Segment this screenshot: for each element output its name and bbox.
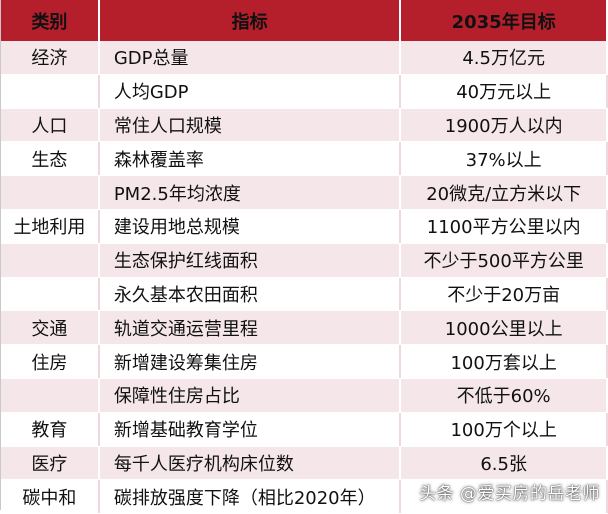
indicator-cell: 生态保护红线面积 <box>100 243 402 277</box>
target-cell: 1900万人以内 <box>401 108 608 142</box>
indicator-cell: 轨道交通运营里程 <box>100 311 402 345</box>
category-cell <box>1 176 100 209</box>
header-indicator: 指标 <box>100 0 402 41</box>
target-cell: 6.5张 <box>401 446 608 480</box>
table-row: PM2.5年均浓度 20微克/立方米以下 <box>1 176 608 210</box>
indicator-cell: PM2.5年均浓度 <box>100 176 402 209</box>
header-target: 2035年目标 <box>401 0 608 41</box>
target-cell <box>401 480 608 514</box>
target-cell: 100万个以上 <box>401 412 608 446</box>
table-row: 人均GDP 40万元以上 <box>1 74 608 109</box>
table-row: 交通 轨道交通运营里程 1000公里以上 <box>1 311 608 346</box>
category-cell <box>1 74 100 108</box>
category-cell: 生态 <box>1 142 100 176</box>
target-cell: 不少于20万亩 <box>401 277 608 311</box>
table-row: 经济 GDP总量 4.5万亿元 <box>1 41 608 75</box>
table-row: 住房 新增建设筹集住房 100万套以上 <box>1 345 608 379</box>
indicator-cell: 碳排放强度下降（相比2020年） <box>100 480 402 514</box>
table-row: 医疗 每千人医疗机构床位数 6.5张 <box>1 446 608 481</box>
category-cell: 教育 <box>1 412 100 446</box>
table-row: 教育 新增基础教育学位 100万个以上 <box>1 412 608 447</box>
category-cell: 碳中和 <box>1 480 100 514</box>
table-row: 保障性住房占比 不低于60% <box>1 378 608 413</box>
indicator-cell: GDP总量 <box>100 41 402 74</box>
header-category: 类别 <box>1 0 100 41</box>
target-cell: 不低于60% <box>401 378 608 412</box>
indicator-cell: 保障性住房占比 <box>100 378 402 412</box>
table-row: 生态 森林覆盖率 37%以上 <box>1 142 608 177</box>
watermark-text: 头条 @爱买房的岳老师 <box>419 484 600 504</box>
category-cell: 住房 <box>1 345 100 378</box>
table-header: 类别 指标 2035年目标 <box>1 0 608 41</box>
target-cell: 20微克/立方米以下 <box>401 176 608 209</box>
target-cell: 4.5万亿元 <box>401 41 608 74</box>
indicator-cell: 每千人医疗机构床位数 <box>100 446 402 480</box>
category-cell <box>1 378 100 412</box>
category-cell: 经济 <box>1 41 100 74</box>
category-cell: 医疗 <box>1 446 100 480</box>
target-cell: 100万套以上 <box>401 345 608 378</box>
indicator-cell: 新增基础教育学位 <box>100 412 402 446</box>
target-cell: 1000公里以上 <box>401 311 608 345</box>
category-cell: 交通 <box>1 311 100 345</box>
table-row: 生态保护红线面积 不少于500平方公里 <box>1 243 608 278</box>
target-cell: 40万元以上 <box>401 74 608 108</box>
category-cell <box>1 277 100 311</box>
indicator-cell: 建设用地总规模 <box>100 209 402 243</box>
indicator-cell: 森林覆盖率 <box>100 142 402 176</box>
target-cell: 不少于500平方公里 <box>401 243 608 277</box>
table-row: 人口 常住人口规模 1900万人以内 <box>1 108 608 143</box>
table-row: 碳中和 碳排放强度下降（相比2020年） <box>1 480 608 514</box>
indicator-cell: 新增建设筹集住房 <box>100 345 402 378</box>
indicator-cell: 常住人口规模 <box>100 108 402 142</box>
target-cell: 37%以上 <box>401 142 608 176</box>
table-row: 永久基本农田面积 不少于20万亩 <box>1 277 608 312</box>
category-cell: 人口 <box>1 108 100 142</box>
category-cell: 土地利用 <box>1 209 100 243</box>
target-cell: 1100平方公里以内 <box>401 209 608 243</box>
indicator-cell: 人均GDP <box>100 74 402 108</box>
indicator-cell: 永久基本农田面积 <box>100 277 402 311</box>
category-cell <box>1 243 100 277</box>
table-row: 土地利用 建设用地总规模 1100平方公里以内 <box>1 209 608 244</box>
